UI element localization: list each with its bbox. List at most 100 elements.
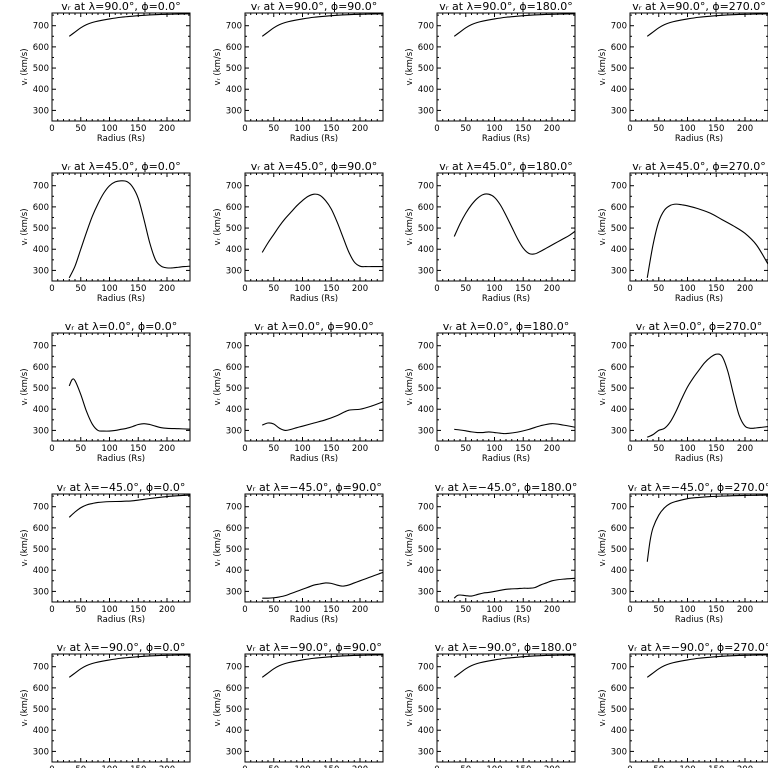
y-tick-label: 500: [611, 384, 627, 394]
x-tick-label: 150: [323, 284, 339, 294]
subplot-title: vᵣ at λ=−45.0°, ϕ=90.0°: [246, 481, 382, 494]
x-axis-label: Radius (Rs): [482, 454, 530, 464]
subplot: vᵣ at λ=0.0°, ϕ=90.0° 0 50 100 150 200 300 400 5…: [213, 320, 384, 464]
velocity-curve: [68, 180, 191, 279]
x-tick-label: 50: [653, 124, 664, 134]
y-tick-label: 300: [611, 747, 627, 757]
x-axis-label: Radius (Rs): [675, 294, 723, 304]
subplot-title: vᵣ at λ=90.0°, ϕ=270.0°: [632, 0, 766, 13]
x-tick-label: 0: [627, 444, 632, 454]
plot-frame: [629, 12, 768, 122]
y-tick-label: 300: [33, 587, 49, 597]
x-tick-label: 0: [627, 124, 632, 134]
x-tick-label: 200: [737, 605, 753, 615]
x-tick-label: 200: [159, 124, 175, 134]
y-tick-label: 400: [226, 245, 242, 255]
x-tick-label: 100: [294, 444, 310, 454]
x-tick-label: 150: [130, 765, 146, 768]
y-tick-label: 500: [33, 705, 49, 715]
x-tick-label: 150: [708, 284, 724, 294]
y-tick-label: 600: [33, 684, 49, 694]
x-axis-label: Radius (Rs): [290, 294, 338, 304]
x-tick-label: 50: [268, 284, 279, 294]
velocity-curve: [647, 353, 768, 438]
y-tick-label: 700: [611, 22, 627, 32]
y-axis-label: vᵣ (km/s): [405, 529, 415, 566]
velocity-curve: [453, 193, 576, 255]
y-tick-label: 700: [611, 182, 627, 192]
plot-frame: [51, 172, 191, 282]
subplot: vᵣ at λ=45.0°, ϕ=180.0° 0 50 100 150 200 300 40…: [405, 160, 576, 304]
subplot: vᵣ at λ=0.0°, ϕ=270.0° 0 50 100 150 200 300 400…: [598, 320, 768, 464]
x-tick-label: 200: [352, 284, 368, 294]
y-axis-label: vᵣ (km/s): [20, 529, 30, 566]
x-axis-label: Radius (Rs): [290, 615, 338, 625]
y-tick-label: 600: [226, 363, 242, 373]
x-tick-label: 100: [294, 124, 310, 134]
plot-frame: [436, 12, 576, 122]
x-tick-label: 100: [101, 605, 117, 615]
x-tick-label: 100: [679, 284, 695, 294]
y-tick-label: 600: [33, 43, 49, 53]
y-tick-label: 400: [33, 85, 49, 95]
subplot-title: vᵣ at λ=45.0°, ϕ=270.0°: [632, 160, 766, 173]
x-tick-label: 0: [49, 605, 54, 615]
x-axis-label: Radius (Rs): [97, 134, 145, 144]
y-tick-label: 700: [611, 663, 627, 673]
x-tick-label: 150: [515, 284, 531, 294]
x-tick-label: 0: [49, 124, 54, 134]
y-tick-label: 500: [611, 705, 627, 715]
x-tick-label: 200: [544, 444, 560, 454]
y-tick-label: 600: [611, 684, 627, 694]
y-tick-label: 400: [611, 566, 627, 576]
y-tick-label: 300: [33, 266, 49, 276]
x-tick-label: 200: [737, 765, 753, 768]
x-tick-label: 100: [486, 444, 502, 454]
y-tick-label: 700: [226, 663, 242, 673]
subplot-title: vᵣ at λ=−90.0°, ϕ=90.0°: [246, 641, 382, 654]
x-axis-label: Radius (Rs): [290, 454, 338, 464]
y-axis-label: vᵣ (km/s): [20, 368, 30, 405]
velocity-curve: [453, 654, 576, 678]
y-tick-label: 600: [226, 524, 242, 534]
plot-frame: [629, 493, 768, 603]
y-tick-label: 700: [33, 22, 49, 32]
x-tick-label: 50: [653, 444, 664, 454]
y-tick-label: 700: [33, 182, 49, 192]
subplot-title: vᵣ at λ=−90.0°, ϕ=0.0°: [57, 641, 186, 654]
x-tick-label: 200: [352, 605, 368, 615]
x-tick-label: 200: [159, 605, 175, 615]
y-tick-label: 600: [611, 363, 627, 373]
velocity-curve: [453, 577, 576, 599]
x-tick-label: 50: [460, 605, 471, 615]
x-tick-label: 200: [352, 444, 368, 454]
y-axis-label: vᵣ (km/s): [598, 689, 608, 726]
y-tick-label: 500: [611, 64, 627, 74]
x-tick-label: 200: [352, 124, 368, 134]
y-axis-label: vᵣ (km/s): [20, 48, 30, 85]
y-axis-label: vᵣ (km/s): [405, 689, 415, 726]
y-axis-label: vᵣ (km/s): [20, 689, 30, 726]
x-tick-label: 150: [515, 605, 531, 615]
x-tick-label: 0: [49, 284, 54, 294]
y-tick-label: 500: [33, 224, 49, 234]
x-tick-label: 50: [75, 765, 86, 768]
x-tick-label: 50: [460, 444, 471, 454]
y-tick-label: 300: [33, 106, 49, 116]
y-tick-label: 400: [418, 85, 434, 95]
x-tick-label: 50: [75, 124, 86, 134]
x-tick-label: 0: [242, 765, 247, 768]
x-tick-label: 50: [75, 284, 86, 294]
y-tick-label: 300: [226, 747, 242, 757]
x-tick-label: 100: [294, 605, 310, 615]
y-tick-label: 600: [418, 524, 434, 534]
x-tick-label: 150: [515, 444, 531, 454]
velocity-curve: [68, 378, 191, 432]
x-axis-label: Radius (Rs): [482, 134, 530, 144]
y-tick-label: 300: [611, 266, 627, 276]
x-axis-label: Radius (Rs): [675, 134, 723, 144]
y-tick-label: 400: [611, 85, 627, 95]
y-tick-label: 300: [226, 266, 242, 276]
subplot: vᵣ at λ=45.0°, ϕ=0.0° 0 50 100 150 200 300 400 5…: [20, 160, 191, 304]
plot-frame: [436, 493, 576, 603]
